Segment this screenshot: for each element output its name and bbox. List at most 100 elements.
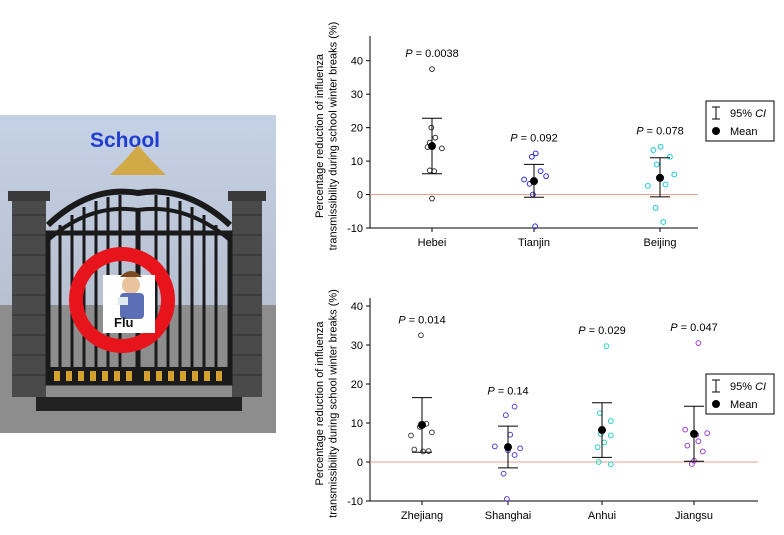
gate-base xyxy=(36,397,242,411)
x-tick-label: Hebei xyxy=(418,237,447,249)
data-point xyxy=(667,153,673,160)
no-flu-sign: Flu xyxy=(69,247,175,353)
data-point xyxy=(432,134,439,141)
legend: 95% CI Mean xyxy=(705,100,775,142)
data-point xyxy=(411,446,418,453)
data-point xyxy=(521,176,528,183)
y-axis-label: Percentage reduction of influenza transmi… xyxy=(314,289,340,518)
data-point xyxy=(528,153,535,160)
data-point xyxy=(660,219,667,225)
flu-label: Flu xyxy=(114,315,134,330)
data-point xyxy=(532,150,539,157)
p-value: = 0.078 xyxy=(644,126,684,138)
x-tick-label: Shanghai xyxy=(485,510,532,522)
data-point xyxy=(650,147,657,153)
mean-marker xyxy=(530,177,538,186)
data-point xyxy=(601,439,608,446)
data-point xyxy=(684,442,691,449)
data-point xyxy=(671,171,678,178)
chart-bottom: -10 0 10 20 30 40 Percentage reduction of infl… xyxy=(314,289,775,522)
p-value-label: P = 0.029 xyxy=(578,325,625,337)
left-pillar xyxy=(8,191,50,397)
school-sign: School xyxy=(90,129,160,152)
p-symbol: P xyxy=(510,132,518,144)
y-tick-label: 30 xyxy=(351,89,363,101)
data-point xyxy=(517,445,524,452)
y-tick-label: -10 xyxy=(347,496,363,508)
y-tick-label: 20 xyxy=(351,379,363,391)
data-point xyxy=(657,143,664,150)
data-point xyxy=(500,470,507,477)
y-tick-label: 10 xyxy=(351,156,363,168)
p-symbol: P xyxy=(398,314,406,326)
data-point xyxy=(695,340,702,346)
p-value-label: P = 0.0038 xyxy=(405,48,459,60)
data-point xyxy=(645,182,651,189)
data-point xyxy=(429,429,435,436)
legend-ci-prefix: 95% xyxy=(730,381,755,393)
x-tick-label: Anhui xyxy=(588,510,616,522)
y-tick-label: 0 xyxy=(357,457,363,469)
data-point xyxy=(607,461,614,468)
legend-ci-label: 95% CI xyxy=(730,381,766,393)
data-point xyxy=(543,173,550,180)
y-tick-label: 20 xyxy=(351,123,363,135)
legend-box xyxy=(705,373,775,415)
data-point xyxy=(682,426,689,433)
data-point xyxy=(491,443,498,450)
legend-ci-italic: CI xyxy=(755,381,766,393)
data-point xyxy=(594,444,601,451)
y-tick-label: 40 xyxy=(351,301,363,313)
data-point xyxy=(507,431,514,438)
y-tick-label: 0 xyxy=(357,190,363,202)
p-value: = 0.029 xyxy=(586,325,626,337)
legend-box xyxy=(705,100,775,142)
p-value: = 0.0038 xyxy=(413,48,459,60)
data-point xyxy=(653,161,660,168)
y-tick-label: 30 xyxy=(351,340,363,352)
data-point xyxy=(502,412,509,419)
legend-mean-symbol xyxy=(712,400,720,408)
data-point xyxy=(408,432,414,439)
p-value: = 0.014 xyxy=(406,314,446,326)
data-point xyxy=(596,410,603,417)
p-value-label: P = 0.014 xyxy=(398,314,445,326)
data-point xyxy=(603,343,610,350)
data-point xyxy=(504,496,510,502)
data-point xyxy=(511,403,518,410)
p-value-label: P = 0.092 xyxy=(510,132,557,144)
legend-mean-label: Mean xyxy=(730,399,758,411)
legend-mean-label: Mean xyxy=(730,126,758,138)
p-symbol: P xyxy=(670,322,678,334)
x-tick-label: Jiangsu xyxy=(675,510,713,522)
data-point xyxy=(532,223,539,230)
p-value: = 0.14 xyxy=(495,386,529,398)
p-value-label: P = 0.14 xyxy=(487,386,528,398)
right-pillar xyxy=(228,191,266,397)
data-point xyxy=(418,332,424,339)
p-value-label: P = 0.047 xyxy=(670,322,717,334)
data-point xyxy=(652,205,659,211)
y-tick-label: -10 xyxy=(347,223,363,235)
school-gate-illustration: School xyxy=(0,115,276,433)
mean-marker xyxy=(428,142,436,151)
legend-ci-prefix: 95% xyxy=(730,108,755,120)
data-point xyxy=(704,430,711,437)
data-point xyxy=(429,66,435,72)
x-tick-label: Zhejiang xyxy=(401,510,443,522)
legend-mean-symbol xyxy=(712,127,720,135)
x-tick-label: Tianjin xyxy=(518,237,550,249)
p-symbol: P xyxy=(405,48,413,60)
p-value: = 0.047 xyxy=(678,322,718,334)
data-point xyxy=(439,145,445,152)
data-point xyxy=(607,418,614,424)
p-value-label: P = 0.078 xyxy=(636,126,683,138)
legend: 95% CI Mean xyxy=(705,373,775,415)
mean-marker xyxy=(656,173,664,182)
legend-ci-label: 95% CI xyxy=(730,108,766,120)
data-point xyxy=(537,168,544,175)
data-point xyxy=(428,124,435,131)
chart-top: -10 0 10 20 30 40 Percentage reduction of infl… xyxy=(314,22,775,250)
data-point xyxy=(695,438,702,445)
mean-marker xyxy=(418,420,426,429)
